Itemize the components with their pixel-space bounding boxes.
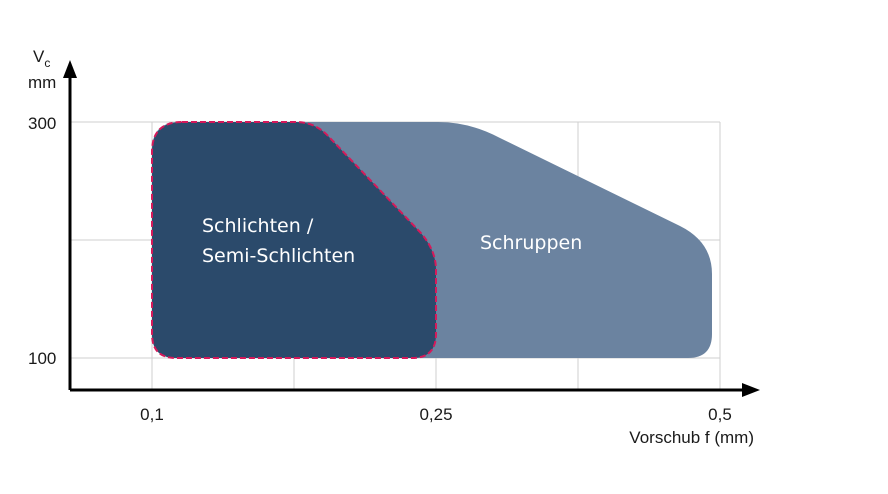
region-label-schlichten-line2: Semi-Schlichten [202,245,355,267]
x-tick-label-0-1: 0,1 [140,405,164,424]
y-tick-label-300: 300 [28,114,56,133]
y-axis-arrow-icon [63,60,77,78]
region-label-schruppen: Schruppen [480,232,582,254]
axes [68,74,746,392]
x-tick-label-0-5: 0,5 [708,405,732,424]
y-tick-label-100: 100 [28,349,56,368]
y-axis-subscript: c [44,56,50,70]
y-axis-title: Vc [33,47,50,70]
y-axis-unit: mm [28,73,56,92]
region-schlichten [151,121,437,359]
x-axis-title: Vorschub f (mm) [629,428,754,447]
x-axis-arrow-icon [742,383,760,397]
y-axis-symbol: V [33,47,45,66]
region-label-schlichten-line1: Schlichten / [202,215,314,237]
x-tick-label-0-25: 0,25 [419,405,452,424]
